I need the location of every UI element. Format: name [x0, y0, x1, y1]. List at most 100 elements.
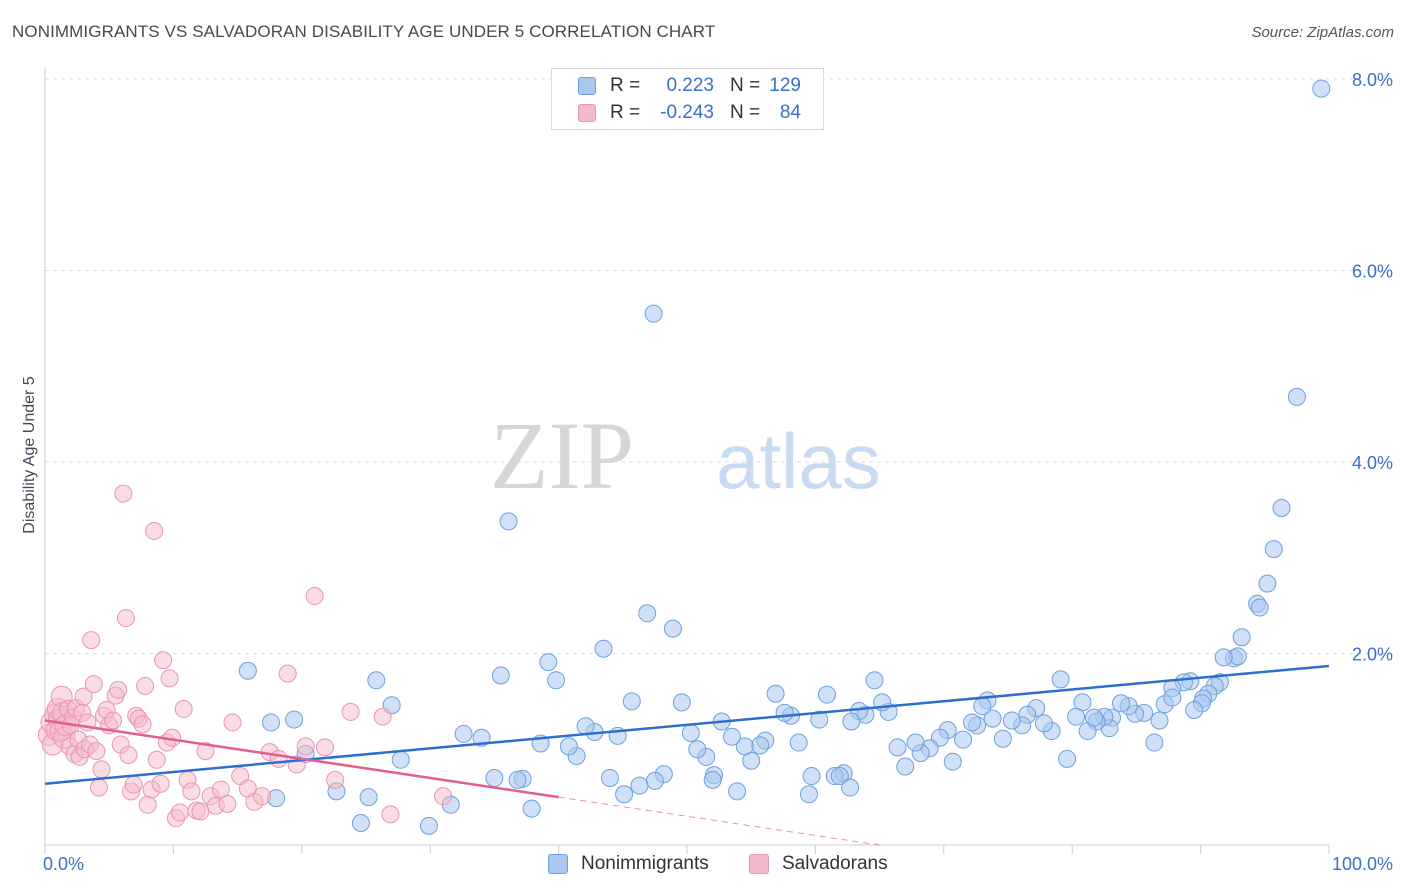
legend-n-label: N =	[730, 75, 761, 96]
nonimmigrants-point	[1214, 648, 1233, 667]
salvadorans-point	[74, 687, 93, 706]
stats-legend: R = 0.223 N = 129 R = -0.243 N = 84	[551, 68, 824, 130]
source-credit: Source: ZipAtlas.com	[1251, 24, 1394, 41]
salvadorans-point	[133, 715, 152, 734]
nonimmigrants-point	[1185, 700, 1204, 719]
nonimmigrants-point	[1250, 598, 1269, 617]
salvadorans-point	[114, 484, 133, 503]
nonimmigrants-point	[539, 653, 558, 672]
nonimmigrants-point	[1264, 540, 1283, 559]
salvadorans-point	[151, 774, 170, 793]
salvadorans-point	[381, 805, 400, 824]
nonimmigrants-points	[238, 79, 1331, 835]
legend-n-label: N =	[730, 102, 761, 123]
nonimmigrants-point	[547, 671, 566, 690]
nonimmigrants-point	[638, 604, 657, 623]
salvadorans-point	[104, 711, 123, 730]
nonimmigrants-point	[644, 304, 663, 323]
legend-label: Nonimmigrants	[581, 853, 709, 874]
salvadorans-point	[434, 787, 453, 806]
salvadorans-point	[109, 680, 128, 699]
y-tick-label: 6.0%	[1352, 262, 1393, 282]
nonimmigrants-point	[906, 733, 925, 752]
salvadorans-points	[37, 484, 453, 828]
nonimmigrants-point	[559, 737, 578, 756]
nonimmigrants-point	[1111, 694, 1130, 713]
nonimmigrants-point	[1034, 714, 1053, 733]
legend-r-label: R =	[610, 75, 641, 96]
salvadorans-point	[218, 794, 237, 813]
x-tick-label: 0.0%	[43, 854, 84, 874]
salvadorans-point	[196, 742, 215, 761]
nonimmigrants-point	[703, 770, 722, 789]
legend-swatch-pink	[578, 104, 596, 122]
legend-r-value: -0.243	[660, 102, 714, 123]
nonimmigrants-point	[1272, 498, 1291, 517]
series-legend: Nonimmigrants Salvadorans	[0, 852, 1406, 876]
salvadorans-point	[84, 675, 103, 694]
nonimmigrants-point	[419, 816, 438, 835]
salvadorans-point	[315, 738, 334, 757]
nonimmigrants-point	[1287, 387, 1306, 406]
nonimmigrants-point	[799, 785, 818, 804]
legend-label: Salvadorans	[782, 853, 888, 874]
salvadorans-point	[278, 664, 297, 683]
salvadorans-point	[82, 631, 101, 650]
nonimmigrants-point	[810, 710, 829, 729]
nonimmigrants-point	[351, 813, 370, 832]
salvadorans-point	[269, 749, 288, 768]
legend-r-value: 0.223	[666, 75, 714, 96]
nonimmigrants-point	[630, 776, 649, 795]
nonimmigrants-point	[751, 736, 770, 755]
nonimmigrants-point	[817, 685, 836, 704]
nonimmigrants-point	[1085, 708, 1104, 727]
watermark-atlas: atlas	[716, 417, 881, 505]
nonimmigrants-point	[830, 767, 849, 786]
nonimmigrants-point	[645, 771, 664, 790]
nonimmigrants-point	[508, 770, 527, 789]
nonimmigrants-point	[594, 639, 613, 658]
nonimmigrants-point	[1051, 670, 1070, 689]
nonimmigrants-point	[943, 752, 962, 771]
nonimmigrants-point	[841, 778, 860, 797]
nonimmigrants-point	[359, 788, 378, 807]
nonimmigrants-point	[1067, 707, 1086, 726]
watermark-zip: ZIP	[490, 402, 634, 509]
y-tick-label: 8.0%	[1352, 70, 1393, 90]
y-tick-label: 4.0%	[1352, 453, 1393, 473]
salvadorans-point	[136, 677, 155, 696]
salvadorans-point	[87, 742, 106, 761]
nonimmigrants-point	[963, 713, 982, 732]
legend-n-value: 129	[769, 75, 801, 96]
nonimmigrants-point	[983, 709, 1002, 728]
nonimmigrants-point	[1002, 711, 1021, 730]
nonimmigrants-point	[735, 737, 754, 756]
nonimmigrants-point	[261, 713, 280, 732]
salvadorans-point	[191, 802, 210, 821]
salvadorans-point	[145, 521, 164, 540]
nonimmigrants-point	[1058, 749, 1077, 768]
nonimmigrants-point	[499, 512, 518, 531]
nonimmigrants-point	[391, 750, 410, 769]
salvadorans-trend-extension	[558, 796, 880, 846]
nonimmigrants-point	[472, 728, 491, 747]
nonimmigrants-point	[681, 723, 700, 742]
nonimmigrants-point	[775, 703, 794, 722]
salvadorans-point	[119, 745, 138, 764]
salvadorans-point	[296, 737, 315, 756]
salvadorans-point	[170, 803, 189, 822]
nonimmigrants-point	[766, 684, 785, 703]
salvadorans-point	[305, 587, 324, 606]
nonimmigrants-point	[600, 768, 619, 787]
nonimmigrants-point	[1150, 711, 1169, 730]
legend-row-nonimmigrants: R = 0.223 N = 129	[552, 73, 825, 99]
salvadorans-point	[326, 770, 345, 789]
nonimmigrants-point	[576, 717, 595, 736]
salvadorans-point	[138, 795, 157, 814]
salvadorans-point	[182, 782, 201, 801]
salvadorans-point	[89, 778, 108, 797]
salvadorans-point	[174, 700, 193, 719]
nonimmigrants-point	[1145, 733, 1164, 752]
nonimmigrants-point	[789, 733, 808, 752]
